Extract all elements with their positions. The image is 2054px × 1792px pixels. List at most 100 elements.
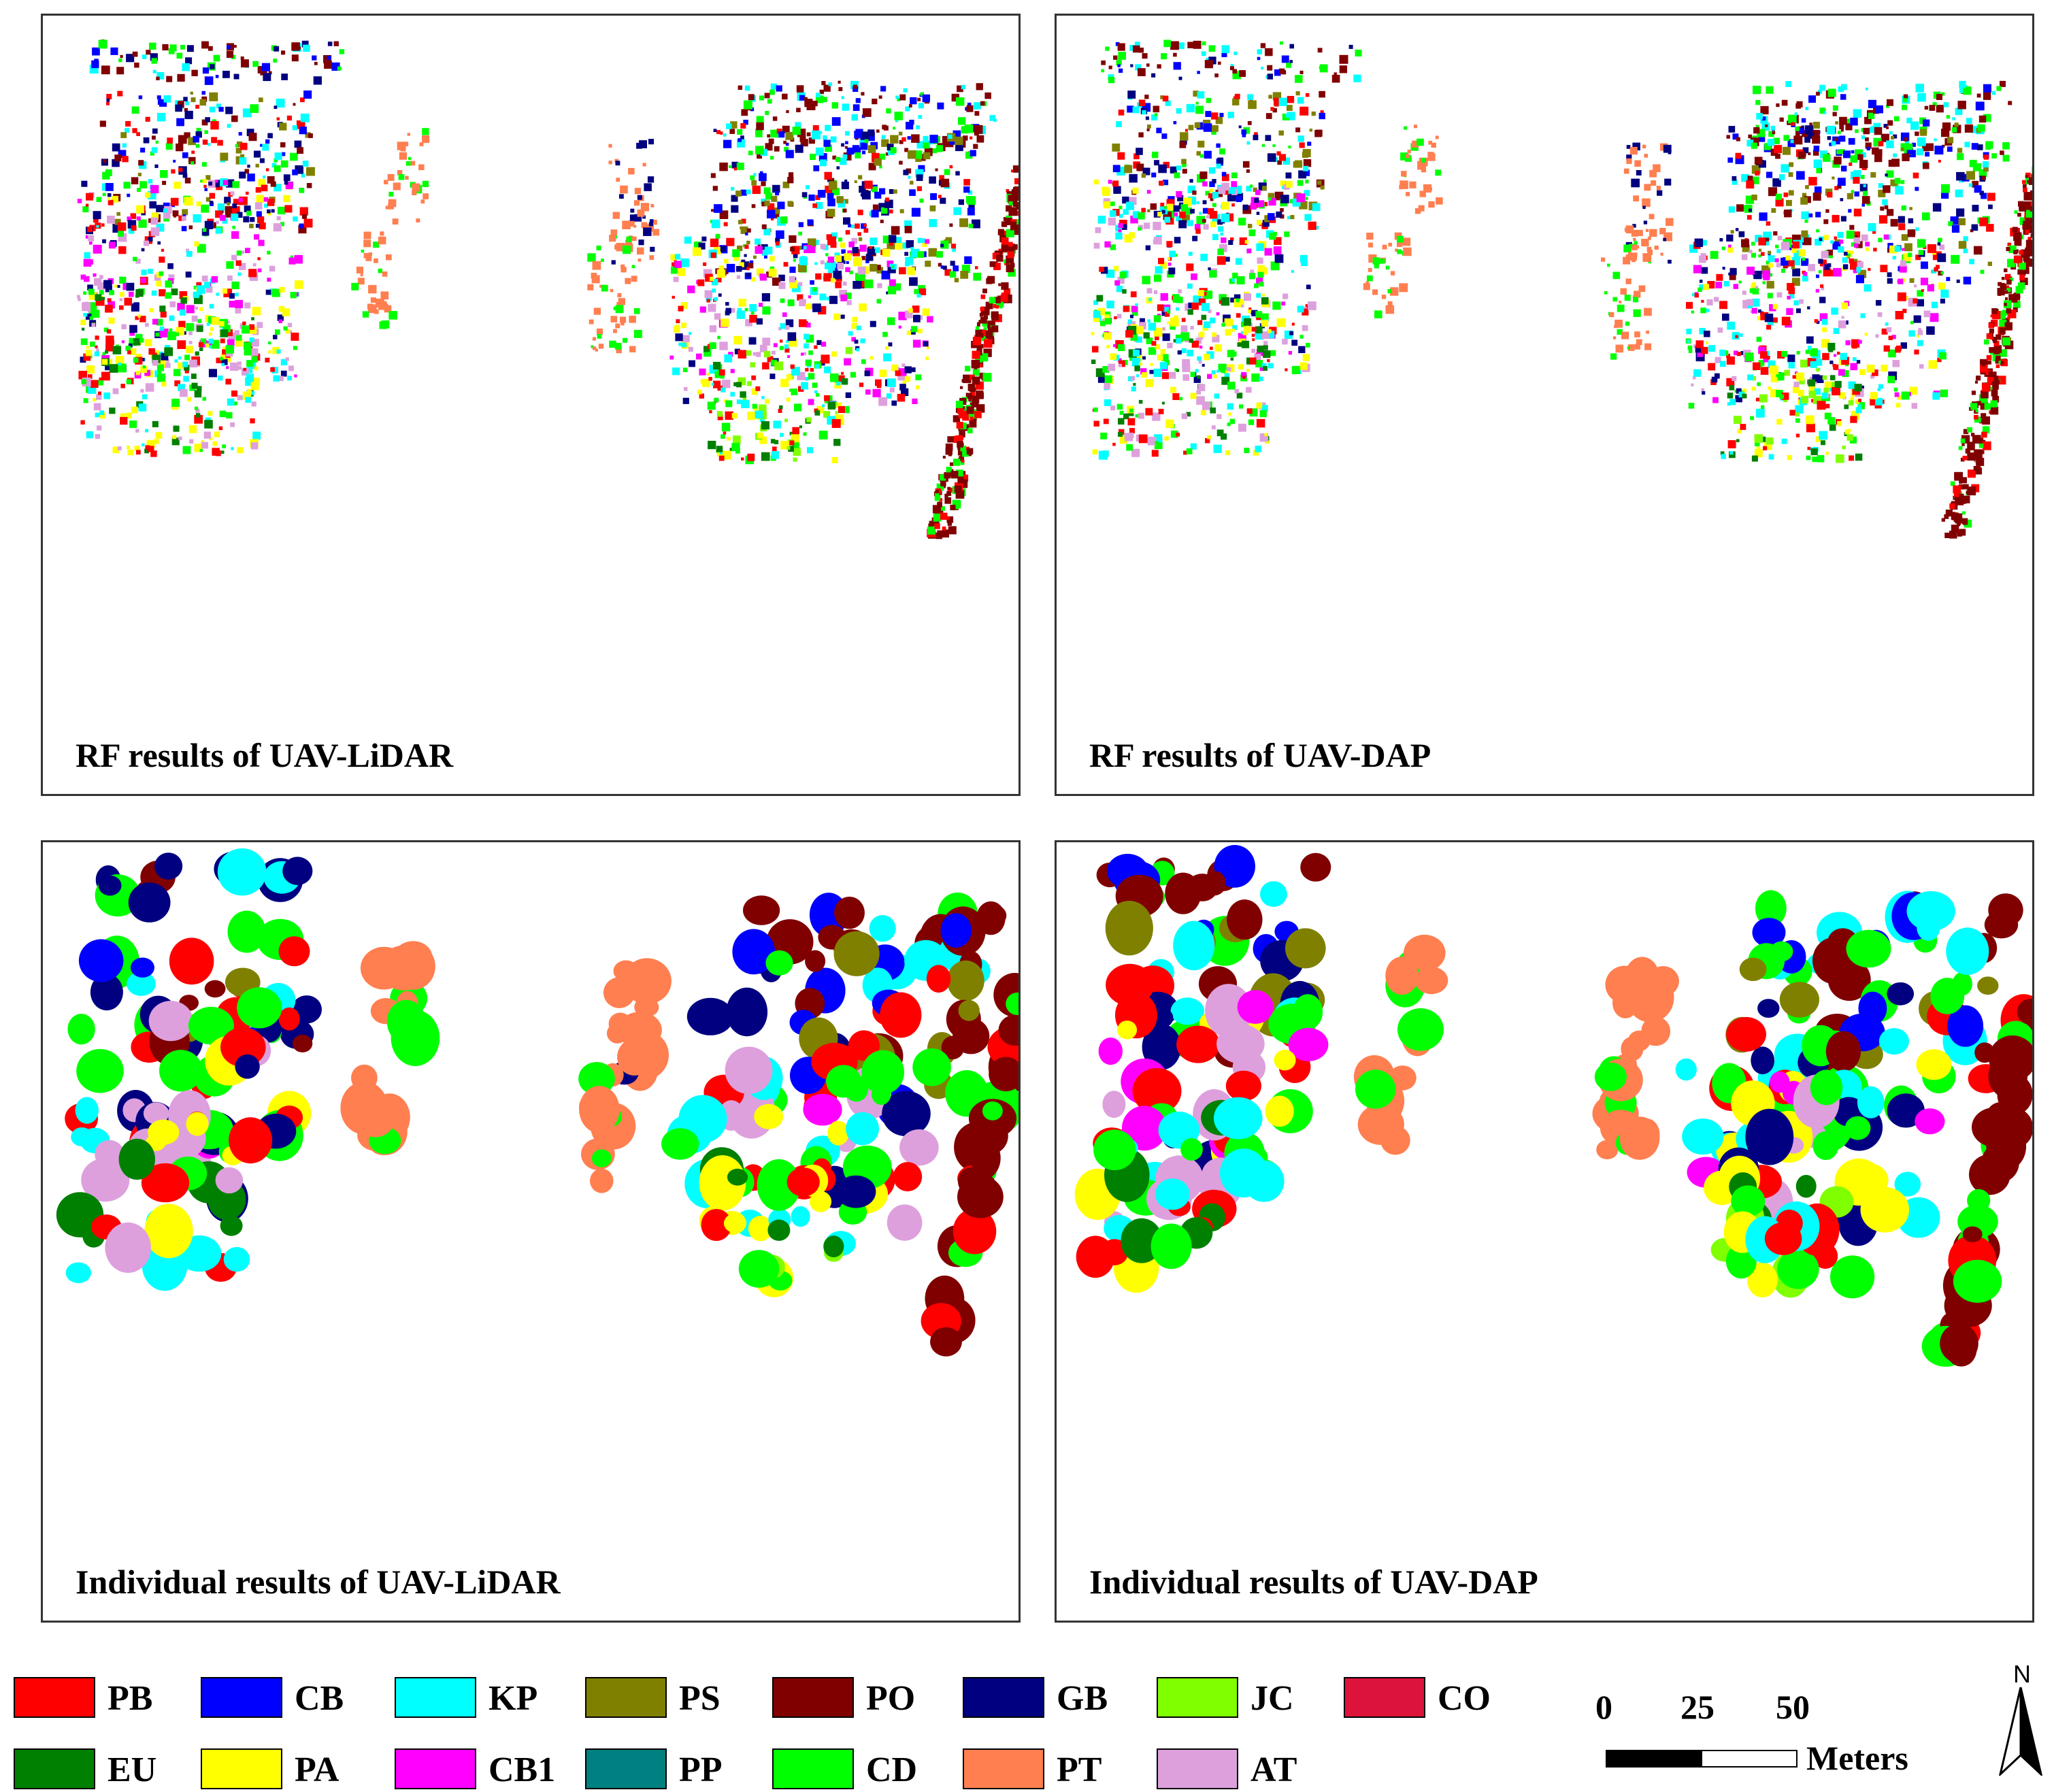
classified-pixel <box>1910 321 1914 325</box>
classified-pixel <box>1993 384 1999 390</box>
classified-pixel <box>167 263 173 269</box>
classified-pixel <box>1151 341 1156 346</box>
classified-pixel <box>2013 293 2020 300</box>
tree-crown <box>99 876 122 896</box>
classified-pixel <box>741 457 744 460</box>
classified-pixel <box>1956 208 1964 216</box>
classified-pixel <box>220 215 226 221</box>
classified-pixel <box>1154 291 1158 295</box>
classified-pixel <box>1187 104 1195 112</box>
classified-pixel <box>195 407 198 410</box>
classified-pixel <box>1719 238 1723 242</box>
classified-pixel <box>393 218 399 225</box>
classified-pixel <box>1014 178 1018 184</box>
classified-pixel <box>186 323 194 331</box>
classified-pixel <box>753 256 757 259</box>
classified-pixel <box>757 318 763 325</box>
classified-pixel <box>980 307 984 311</box>
classified-pixel <box>880 86 886 91</box>
classified-pixel <box>160 327 164 331</box>
classified-pixel <box>923 308 930 316</box>
classified-pixel <box>1318 48 1323 52</box>
classified-pixel <box>696 354 702 360</box>
classified-pixel <box>1909 207 1912 210</box>
classified-pixel <box>955 137 963 145</box>
classified-pixel <box>118 59 122 62</box>
classified-pixel <box>1319 91 1325 98</box>
classified-pixel <box>918 251 925 258</box>
classified-pixel <box>1985 142 1993 149</box>
classified-pixel <box>1859 369 1866 376</box>
classified-pixel <box>1904 137 1908 142</box>
classified-pixel <box>1878 142 1884 147</box>
classified-pixel <box>829 296 838 304</box>
classified-pixel <box>786 398 791 402</box>
classified-pixel <box>741 109 748 116</box>
classified-pixel <box>1868 268 1870 271</box>
classified-pixel <box>1312 203 1321 212</box>
classified-pixel <box>1340 55 1348 64</box>
classified-pixel <box>1840 94 1846 99</box>
classified-pixel <box>1237 393 1243 399</box>
classified-pixel <box>906 122 913 129</box>
classified-pixel <box>1099 267 1104 272</box>
classified-pixel <box>1901 148 1904 151</box>
classified-pixel <box>222 71 230 78</box>
classified-pixel <box>937 502 942 508</box>
classified-pixel <box>118 231 124 237</box>
classified-pixel <box>1104 399 1111 406</box>
classified-pixel <box>1176 191 1182 197</box>
classified-pixel <box>1686 329 1691 334</box>
classified-pixel <box>779 282 786 289</box>
classified-pixel <box>889 342 893 346</box>
classified-pixel <box>137 314 140 317</box>
classified-pixel <box>1761 252 1765 256</box>
classified-pixel <box>99 378 102 380</box>
classified-pixel <box>1934 146 1943 154</box>
classified-pixel <box>1845 429 1850 434</box>
classified-pixel <box>1837 421 1842 426</box>
classified-pixel <box>1399 185 1403 189</box>
classified-pixel <box>84 252 90 259</box>
classified-pixel <box>1402 237 1410 246</box>
classified-pixel <box>1981 432 1987 438</box>
tree-crown <box>220 1216 243 1236</box>
classified-pixel <box>118 285 120 288</box>
classified-pixel <box>1212 179 1216 183</box>
classified-pixel <box>226 366 229 369</box>
classified-pixel <box>1436 136 1439 139</box>
classified-pixel <box>815 410 821 416</box>
classified-pixel <box>1202 51 1206 56</box>
classified-pixel <box>1187 42 1193 48</box>
classified-pixel <box>251 382 259 390</box>
classified-pixel <box>1805 220 1808 223</box>
classified-pixel <box>1763 446 1767 450</box>
classified-pixel <box>1947 137 1953 143</box>
classified-pixel <box>1829 425 1836 431</box>
classified-pixel <box>1158 165 1167 173</box>
classified-pixel <box>879 188 885 195</box>
classified-pixel <box>1133 188 1139 194</box>
classified-pixel <box>209 345 212 348</box>
classified-pixel <box>231 282 239 289</box>
classified-pixel <box>729 129 735 134</box>
classified-pixel <box>1298 135 1304 142</box>
classified-pixel <box>1731 230 1734 233</box>
classified-pixel <box>314 62 318 65</box>
classified-pixel <box>93 398 96 401</box>
classified-pixel <box>726 238 734 246</box>
classified-pixel <box>1994 345 2002 353</box>
classified-pixel <box>1706 342 1708 344</box>
classified-pixel <box>759 95 764 100</box>
classified-pixel <box>1876 300 1881 305</box>
classified-pixel <box>858 175 862 179</box>
classified-pixel <box>693 248 701 256</box>
classified-pixel <box>1762 270 1770 278</box>
classified-pixel <box>916 386 920 390</box>
classified-pixel <box>1300 255 1308 263</box>
classified-pixel <box>1742 291 1746 295</box>
classified-pixel <box>1841 129 1844 132</box>
classified-pixel <box>1216 312 1220 316</box>
classified-pixel <box>1729 126 1736 133</box>
classified-pixel <box>983 373 992 382</box>
